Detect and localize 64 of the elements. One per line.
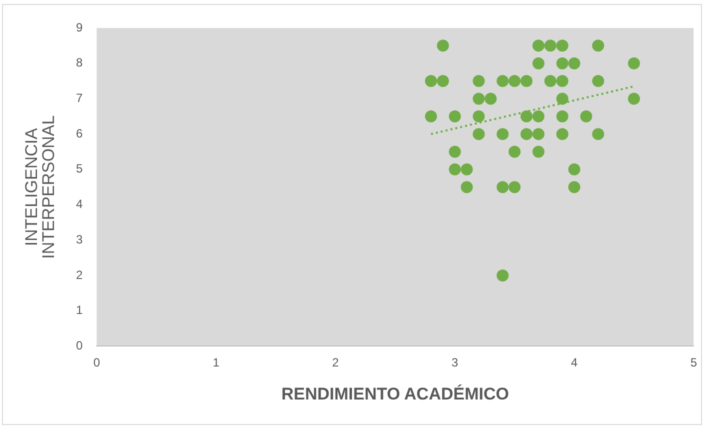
point	[448, 146, 461, 158]
point	[520, 128, 533, 140]
point	[532, 146, 544, 158]
point	[580, 110, 592, 122]
point	[592, 40, 604, 52]
point	[556, 92, 568, 105]
point	[568, 163, 580, 176]
point	[496, 181, 509, 194]
x-tick-label: 1	[212, 356, 220, 370]
x-tick-label: 3	[452, 356, 459, 370]
y-tick-label: 1	[76, 303, 83, 318]
point	[448, 163, 461, 176]
point	[424, 110, 437, 122]
x-tick-label: 4	[570, 356, 578, 370]
y-tick-label: 5	[76, 162, 83, 176]
y-tick-label: 0	[76, 338, 83, 353]
point	[472, 92, 485, 105]
point	[472, 110, 485, 122]
point	[472, 128, 485, 140]
point	[496, 128, 509, 140]
point	[556, 57, 568, 70]
point	[436, 75, 449, 88]
x-tick-label: 2	[332, 356, 340, 370]
point	[508, 146, 521, 158]
point	[592, 128, 604, 140]
point	[472, 75, 485, 88]
point	[520, 75, 533, 88]
y-tick-label: 9	[76, 20, 83, 34]
y-tick-label: 4	[76, 197, 83, 212]
y-tick-label: 3	[76, 232, 83, 246]
point	[556, 110, 568, 122]
point	[460, 163, 473, 176]
point	[544, 40, 556, 52]
point	[532, 128, 544, 140]
point	[508, 75, 521, 88]
y-tick-label: 6	[76, 126, 83, 140]
point	[508, 181, 521, 194]
y-axis-title: INTELIGENCIA INTERPERSONAL	[22, 115, 58, 259]
point	[544, 75, 556, 88]
point	[496, 75, 509, 88]
y-tick-label: 7	[76, 91, 83, 106]
point	[436, 40, 449, 52]
y-tick-label: 2	[76, 268, 83, 282]
point	[568, 57, 580, 70]
point	[424, 75, 437, 88]
y-tick-label: 8	[76, 56, 83, 70]
point	[496, 269, 509, 282]
point	[592, 75, 604, 88]
point	[556, 75, 568, 88]
point	[460, 181, 473, 194]
point	[532, 110, 544, 122]
x-axis-title: RENDIMIENTO ACADÉMICO	[281, 383, 509, 404]
point	[556, 40, 568, 52]
point	[448, 110, 461, 122]
point	[532, 57, 544, 70]
x-tick-label: 5	[690, 356, 698, 370]
point	[556, 128, 568, 140]
point	[532, 40, 544, 52]
point	[568, 181, 580, 194]
point	[484, 92, 497, 105]
point	[628, 92, 640, 105]
point	[520, 110, 533, 122]
x-tick-label: 0	[93, 356, 100, 370]
point	[628, 57, 640, 70]
